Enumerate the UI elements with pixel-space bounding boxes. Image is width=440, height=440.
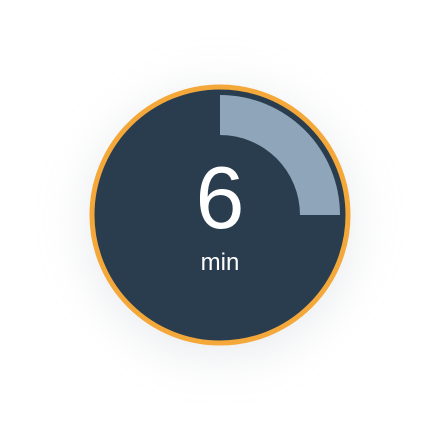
- timer-value: 6: [195, 148, 245, 247]
- timer-outer-ring: [89, 84, 351, 346]
- timer-progress-arc: [220, 95, 340, 215]
- timer-unit: min: [200, 249, 240, 276]
- timer-readout: 6 min: [120, 150, 320, 276]
